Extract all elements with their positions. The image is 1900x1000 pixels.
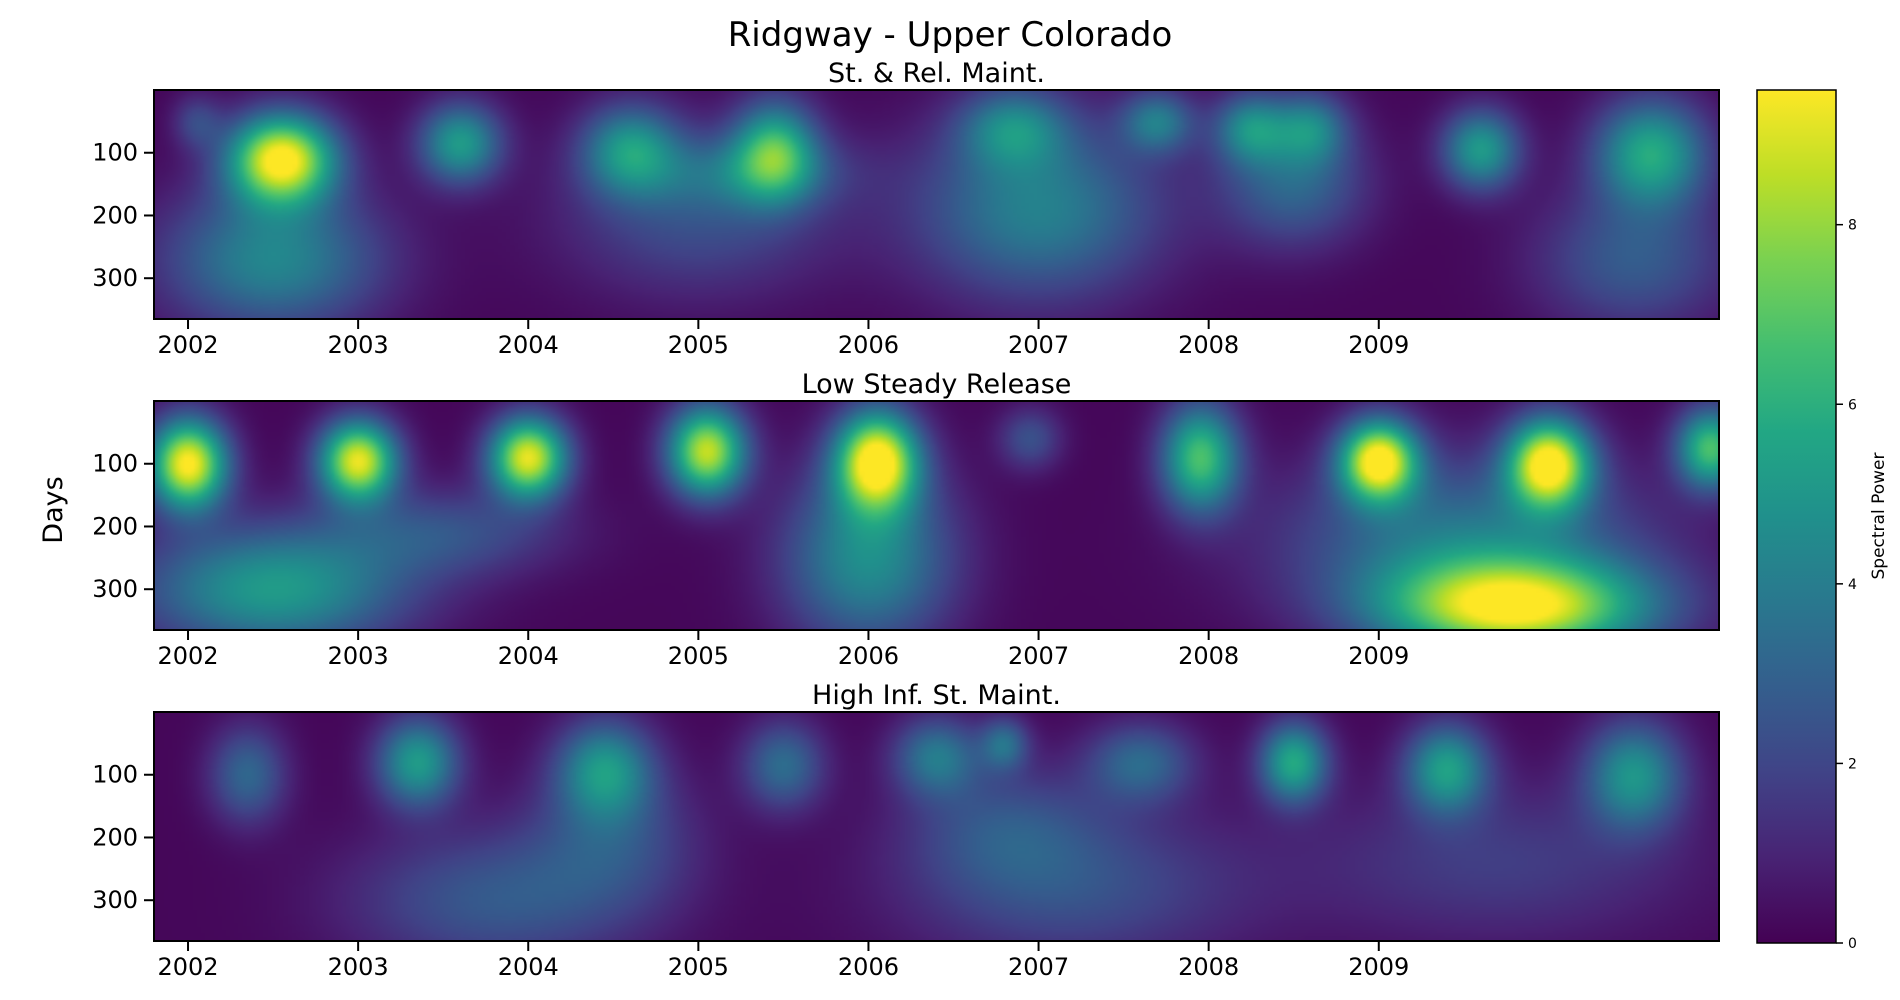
x-tick-label: 2003 — [328, 642, 389, 670]
x-tick-label: 2003 — [328, 953, 389, 981]
panel-frame — [153, 400, 1720, 631]
x-tick-label: 2002 — [157, 953, 218, 981]
x-tick-label: 2008 — [1178, 642, 1239, 670]
x-tick-label: 2008 — [1178, 953, 1239, 981]
x-tick-label: 2009 — [1348, 331, 1409, 359]
colorbar-tick-label: 6 — [1848, 397, 1857, 413]
panel-subtitle: St. & Rel. Maint. — [828, 58, 1045, 89]
x-tick-label: 2007 — [1008, 331, 1069, 359]
y-tick-label: 100 — [92, 139, 138, 167]
x-tick-label: 2005 — [668, 642, 729, 670]
panel-frame — [153, 711, 1720, 942]
figure-title: Ridgway - Upper Colorado — [728, 15, 1173, 55]
x-tick-label: 2002 — [157, 642, 218, 670]
y-tick-label: 300 — [92, 264, 138, 292]
x-tick-label: 2008 — [1178, 331, 1239, 359]
colorbar-tick-label: 8 — [1848, 218, 1857, 234]
y-tick-label: 200 — [92, 201, 138, 229]
y-axis-label: Days — [38, 476, 69, 543]
y-tick-label: 200 — [92, 823, 138, 851]
x-tick-label: 2004 — [498, 642, 559, 670]
x-tick-label: 2003 — [328, 331, 389, 359]
heatmap-panel-2: Low Steady Release 100 200 300 2002 2003 2004 2… — [92, 369, 1720, 670]
panel-subtitle: Low Steady Release — [802, 369, 1072, 400]
panel-subtitle: High Inf. St. Maint. — [812, 680, 1061, 711]
x-tick-label: 2009 — [1348, 953, 1409, 981]
x-tick-label: 2006 — [838, 953, 899, 981]
heatmap-panel-1: St. & Rel. Maint. 100 200 300 2002 2003 2004 20… — [92, 58, 1720, 359]
colorbar-tick-label: 0 — [1848, 936, 1857, 952]
x-tick-label: 2005 — [668, 953, 729, 981]
x-tick-label: 2009 — [1348, 642, 1409, 670]
y-tick-label: 300 — [92, 575, 138, 603]
colorbar — [1756, 89, 1837, 944]
x-tick-label: 2004 — [498, 953, 559, 981]
x-tick-label: 2005 — [668, 331, 729, 359]
colorbar-tick-label: 2 — [1848, 756, 1857, 772]
x-tick-label: 2002 — [157, 331, 218, 359]
y-tick-label: 100 — [92, 450, 138, 478]
colorbar-tick-label: 4 — [1848, 577, 1857, 593]
heatmap-image — [154, 401, 1719, 630]
colorbar-label: Spectral Power — [1869, 453, 1889, 580]
x-tick-label: 2006 — [838, 642, 899, 670]
x-tick-label: 2004 — [498, 331, 559, 359]
x-tick-label: 2007 — [1008, 642, 1069, 670]
x-tick-label: 2007 — [1008, 953, 1069, 981]
panel-frame — [153, 89, 1720, 320]
y-tick-label: 100 — [92, 761, 138, 789]
heatmap-panel-3: High Inf. St. Maint. 100 200 300 2002 2003 200… — [92, 680, 1720, 981]
heatmap-image — [154, 90, 1719, 319]
heatmap-image — [154, 712, 1719, 941]
y-tick-label: 300 — [92, 886, 138, 914]
x-tick-label: 2006 — [838, 331, 899, 359]
y-tick-label: 200 — [92, 512, 138, 540]
